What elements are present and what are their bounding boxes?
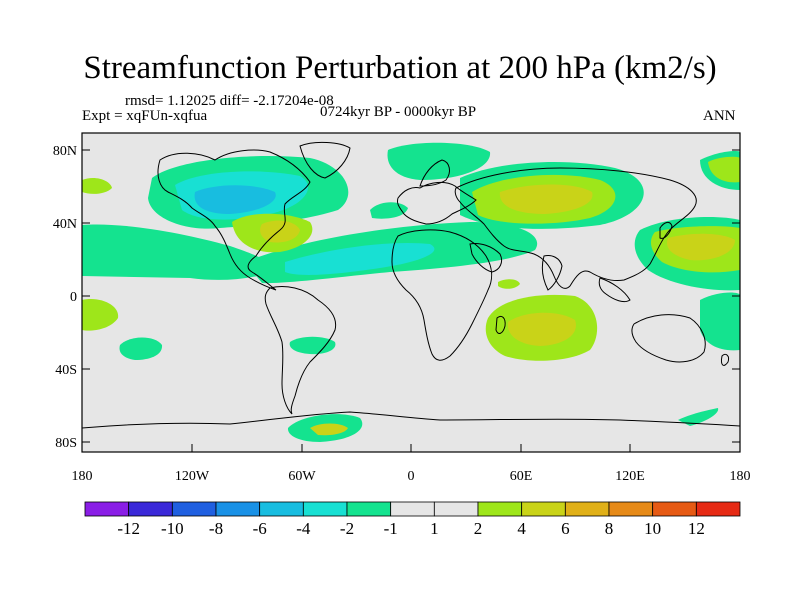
colorbar-label: 4 — [517, 519, 526, 538]
figure-title: Streamfunction Perturbation at 200 hPa (… — [83, 50, 717, 86]
lat-ticks — [82, 149, 740, 443]
contour-ross-sea-negative — [678, 408, 719, 426]
contour-south-atlantic-negative — [289, 336, 336, 355]
stats-text: rmsd= 1.12025 diff= -2.17204e-08 — [125, 93, 334, 109]
lon-ticks — [81, 444, 741, 452]
coast-southeast-asia — [598, 277, 631, 303]
colorbar-label: -4 — [296, 519, 311, 538]
contour-southwest-pacific-negative — [700, 292, 740, 351]
colorbar-box — [302, 501, 348, 517]
colorbar-box — [608, 501, 654, 517]
lon-label-0: 0 — [408, 469, 415, 484]
coast-australia — [631, 314, 706, 363]
colorbar-label: -10 — [161, 519, 184, 538]
colorbar-box — [128, 501, 173, 517]
period-label: 0724kyr BP - 0000kyr BP — [320, 104, 477, 120]
coast-asia — [454, 167, 697, 289]
contour-antarctic-core — [310, 423, 348, 436]
coast-antarctica — [82, 411, 740, 429]
colorbar-box — [390, 501, 435, 517]
contour-southeast-pacific-negative — [119, 337, 163, 360]
experiment-label: Expt = xqFUn-xqfua — [82, 108, 208, 124]
colorbar-box — [521, 501, 566, 517]
season-label: ANN — [703, 108, 736, 124]
contour-north-atlantic-strong — [194, 185, 276, 214]
colorbar-label: 8 — [605, 519, 614, 538]
colorbar-label: -1 — [384, 519, 398, 538]
colorbar-box — [171, 501, 217, 517]
lat-tick-labels: 80N 40N 0 40S 80S — [53, 144, 77, 451]
coast-north-america — [157, 149, 311, 291]
contour-eurasia-core — [499, 184, 593, 214]
coast-greenland — [299, 141, 351, 179]
colorbar-box — [477, 501, 523, 517]
lat-label-0: 0 — [70, 290, 77, 305]
colorbar-box — [346, 501, 392, 517]
colorbar-labels: -12 -10 -8 -6 -4 -2 -1 1 2 4 6 8 10 12 — [117, 519, 705, 538]
coast-africa — [391, 229, 493, 361]
coast-south-america — [264, 286, 337, 415]
contour-indian-ocean-core — [507, 312, 576, 346]
lon-tick-labels: 180 120W 60W 0 60E 120E 180 — [72, 469, 751, 484]
contour-field — [82, 133, 740, 452]
colorbar-label: 1 — [430, 519, 439, 538]
contour-west-pacific-small-positive — [82, 177, 112, 194]
lon-label-120w: 120W — [175, 469, 210, 484]
lon-label-180w: 180 — [72, 469, 93, 484]
lat-label-40s: 40S — [55, 363, 77, 378]
coast-scandinavia — [419, 159, 450, 187]
colorbar-label: 12 — [688, 519, 705, 538]
contour-pacific-west-core — [666, 233, 735, 261]
contour-atlantic-band-core — [285, 242, 435, 275]
contour-equatorial-band-negative — [82, 224, 280, 280]
lon-label-120e: 120E — [615, 469, 645, 484]
colorbar-label: 6 — [561, 519, 570, 538]
contour-arabian-small-positive — [498, 279, 520, 289]
colorbar-box — [215, 501, 261, 517]
colorbar-label: -6 — [253, 519, 267, 538]
colorbar-label: 2 — [474, 519, 483, 538]
colorbar-box — [259, 501, 304, 517]
coast-new-zealand — [721, 353, 729, 366]
coast-madagascar — [495, 315, 506, 334]
colorbar-label: -8 — [209, 519, 223, 538]
coast-india — [541, 255, 563, 291]
coast-arabia — [469, 243, 503, 273]
lat-label-40n: 40N — [53, 217, 77, 232]
colorbar-box — [652, 501, 697, 517]
colorbar-box — [564, 501, 610, 517]
colorbar-label: -12 — [117, 519, 140, 538]
lon-label-60w: 60W — [288, 469, 316, 484]
colorbar-label: 10 — [644, 519, 661, 538]
colorbar-label: -2 — [340, 519, 354, 538]
contour-southeast-pacific-positive — [82, 299, 119, 331]
contour-pacific-northeast-positive — [708, 156, 740, 183]
lat-label-80s: 80S — [55, 436, 77, 451]
colorbar — [84, 501, 741, 517]
coastlines — [82, 141, 740, 429]
lon-label-180e: 180 — [730, 469, 751, 484]
coast-japan — [659, 221, 673, 239]
lon-label-60e: 60E — [510, 469, 533, 484]
lat-label-80n: 80N — [53, 144, 77, 159]
colorbar-box — [433, 501, 479, 517]
contour-north-america-core — [260, 220, 300, 243]
colorbar-box — [695, 501, 741, 517]
colorbar-box — [84, 501, 130, 517]
